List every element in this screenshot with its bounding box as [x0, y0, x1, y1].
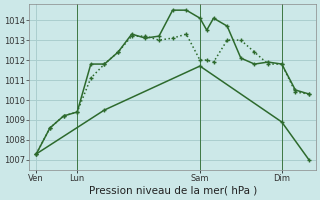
- X-axis label: Pression niveau de la mer( hPa ): Pression niveau de la mer( hPa ): [89, 186, 257, 196]
